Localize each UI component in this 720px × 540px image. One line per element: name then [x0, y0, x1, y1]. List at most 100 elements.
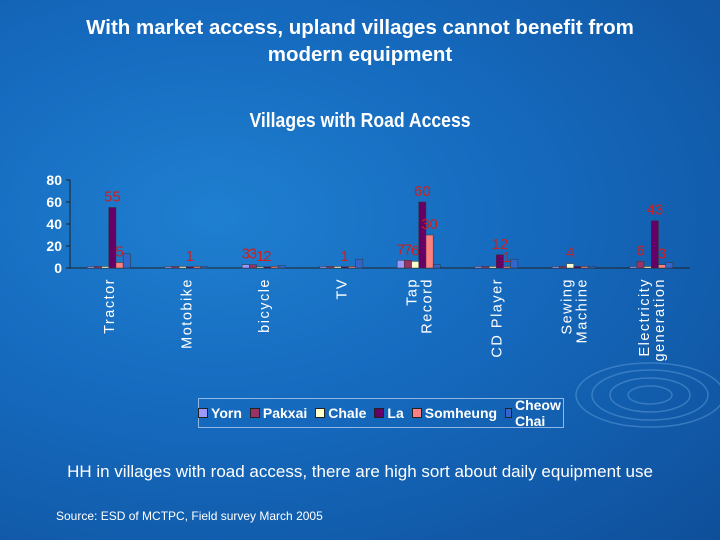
- bar: [665, 262, 674, 269]
- x-tick-label: Record: [419, 278, 435, 334]
- chart-title: Villages with Road Access: [249, 110, 471, 132]
- bar: [629, 266, 638, 269]
- legend-swatch: [249, 408, 260, 418]
- legend-swatch: [411, 408, 422, 418]
- bar: [355, 258, 364, 269]
- legend-swatch: [374, 408, 385, 418]
- legend-item: Cheow Chai: [505, 397, 564, 429]
- data-label: 30: [421, 216, 438, 233]
- slide-title-line-1: With market access, upland villages cann…: [86, 16, 634, 39]
- data-label: 1: [341, 248, 349, 265]
- legend-label: Somheung: [424, 405, 498, 421]
- bar: [186, 266, 194, 269]
- legend-item: Yorn: [198, 405, 242, 421]
- bar: [643, 266, 652, 269]
- x-tick-label-group: Sewing Machine: [559, 278, 590, 343]
- bar: [510, 258, 519, 269]
- legend-label: Cheow Chai: [514, 397, 561, 429]
- bar: [319, 266, 328, 269]
- bar: [178, 266, 187, 269]
- x-tick-label-group: Motobike: [179, 278, 195, 349]
- slide-title: With market access, upland villages cann…: [0, 14, 720, 68]
- bar: [503, 266, 511, 269]
- x-tick-label-group: Electricity generation: [637, 278, 668, 362]
- bar-chart: 0 20 40 60 80 Tractor Motobike bicycle TV Tap Reco…: [46, 179, 690, 362]
- bar: [658, 264, 666, 269]
- bar: [481, 266, 490, 269]
- x-tick-label-group: Tractor: [102, 278, 118, 334]
- x-tick-label-group: CD Player: [489, 278, 505, 358]
- bar: [94, 266, 102, 269]
- data-label: 60: [414, 183, 431, 200]
- legend-item: Chale: [315, 405, 366, 421]
- bar: [636, 261, 645, 269]
- bar: [171, 266, 180, 269]
- data-label: 2: [263, 248, 271, 265]
- data-label: 1: [256, 248, 264, 265]
- data-label: 7: [397, 241, 405, 258]
- data-label: 6: [636, 242, 644, 259]
- bar: [86, 266, 95, 269]
- bar: [256, 266, 264, 269]
- bar: [200, 266, 209, 269]
- x-tick-label-group: TV: [334, 278, 350, 300]
- slide-title-line-2: modern equipment: [267, 43, 453, 66]
- data-label: 3: [249, 246, 257, 263]
- x-tick-label-group: Tap Record: [404, 278, 435, 334]
- bar: [164, 266, 173, 269]
- data-label: 5: [115, 244, 123, 261]
- x-tick-label: generation: [652, 278, 668, 362]
- bar: [425, 234, 434, 269]
- bar: [249, 264, 257, 269]
- bar: [559, 266, 567, 269]
- bar: [474, 266, 483, 269]
- y-tick-label: 40: [46, 216, 62, 232]
- data-label: 12: [492, 236, 509, 253]
- bar: [101, 266, 110, 269]
- data-label: 7: [404, 241, 412, 258]
- legend-item: La: [374, 405, 404, 421]
- bar: [108, 207, 117, 269]
- bar: [115, 262, 124, 269]
- legend-item: Pakxai: [249, 405, 308, 421]
- bar: [341, 266, 349, 269]
- bar: [587, 266, 596, 269]
- bar: [580, 266, 589, 269]
- bar: [404, 260, 412, 269]
- bar: [263, 266, 272, 269]
- data-label: 6: [411, 242, 419, 259]
- bar: [270, 266, 279, 269]
- legend-label: Pakxai: [262, 405, 308, 421]
- data-label: 4: [566, 245, 574, 262]
- legend-label: Yorn: [211, 405, 242, 421]
- data-label: 1: [503, 249, 511, 266]
- legend-swatch: [198, 408, 209, 418]
- bar: [418, 201, 427, 269]
- x-tick-label: Machine: [574, 278, 590, 343]
- bar: [193, 266, 201, 269]
- bar: [348, 266, 356, 269]
- y-tick-label: 20: [46, 238, 62, 254]
- legend-label: Chale: [328, 405, 367, 421]
- bar: [241, 264, 250, 269]
- bar: [573, 266, 582, 269]
- bar: [396, 260, 405, 269]
- x-tick-label: bicycle: [257, 278, 273, 333]
- chart-legend: Yorn Pakxai Chale La Somheung Cheow Chai: [198, 397, 564, 429]
- bar: [122, 253, 131, 269]
- y-tick-label: 60: [46, 194, 62, 210]
- bar: [277, 265, 286, 269]
- data-label: 43: [647, 202, 664, 219]
- x-tick-label: Motobike: [179, 278, 195, 349]
- data-label: 3: [658, 246, 666, 263]
- x-tick-label: TV: [334, 278, 350, 300]
- bar: [488, 266, 497, 269]
- legend-label: La: [387, 405, 404, 421]
- bar: [566, 263, 574, 269]
- bar: [651, 220, 659, 269]
- bar: [333, 266, 342, 269]
- y-tick-label: 0: [54, 260, 62, 276]
- legend-swatch: [505, 408, 512, 418]
- x-tick-label: Electricity: [637, 278, 653, 357]
- x-tick-label: Tap: [404, 278, 420, 306]
